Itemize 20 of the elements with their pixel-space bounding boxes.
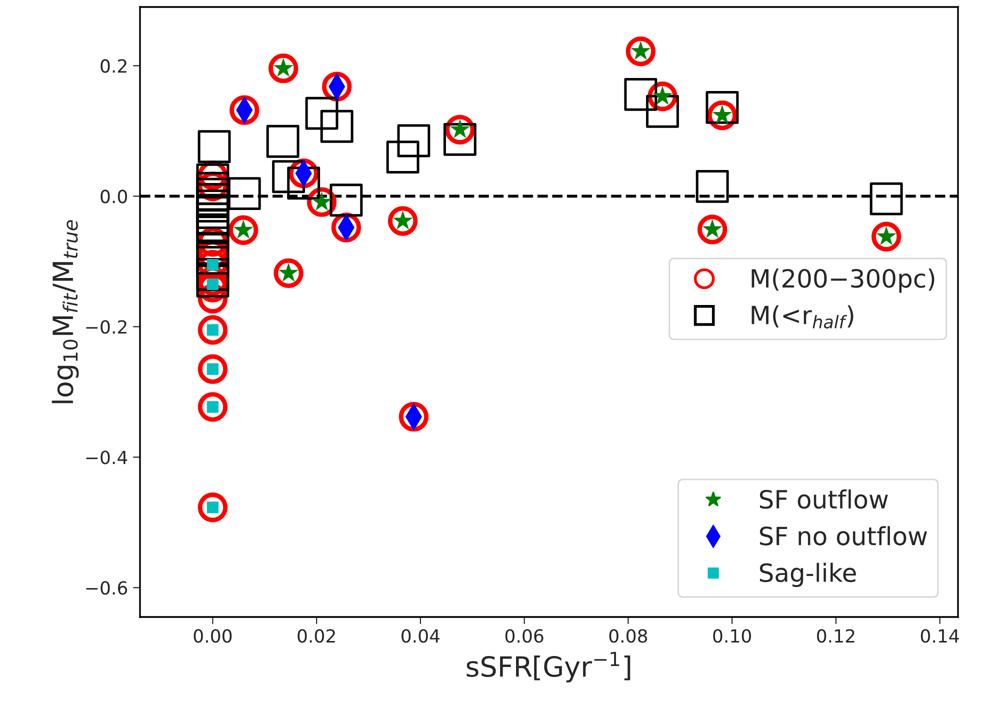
legend-label: M(200−300pc): [752, 268, 934, 293]
y-tick-label: −0.4: [86, 450, 128, 464]
x-axis-title: sSFR[Gyr$^{−1}$]: [466, 652, 630, 682]
y-tick-label: −0.2: [86, 320, 126, 334]
x-tick-label: 0.14: [920, 629, 959, 643]
legend-label: Sag-like: [760, 562, 856, 587]
legend-label: M(<r$_{half}$): [752, 305, 854, 329]
y-tick-label: 0.2: [100, 59, 126, 73]
x-tick-label: 0.00: [194, 629, 232, 643]
y-tick-label: −0.6: [86, 581, 128, 595]
y-axis-title: log$_{10}$M$_{fit}$/M$_{true}$: [52, 220, 79, 404]
y-tick-label: 0.0: [100, 190, 127, 204]
x-tick-label: 0.12: [817, 629, 854, 643]
legend-label: SF no outflow: [760, 526, 927, 546]
legend-label: SF outflow: [760, 489, 888, 509]
x-tick-label: 0.04: [402, 629, 440, 643]
x-tick-label: 0.08: [609, 629, 648, 643]
x-tick-label: 0.06: [505, 629, 544, 643]
x-tick-label: 0.02: [298, 629, 335, 643]
x-tick-label: 0.10: [713, 629, 751, 643]
